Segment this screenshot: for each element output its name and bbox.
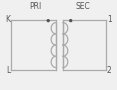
Text: 1: 1: [107, 15, 112, 24]
Circle shape: [70, 20, 72, 22]
Text: K: K: [6, 15, 11, 24]
Text: SEC: SEC: [75, 2, 90, 11]
Text: PRI: PRI: [29, 2, 42, 11]
Text: L: L: [6, 66, 11, 75]
Text: 2: 2: [107, 66, 112, 75]
Circle shape: [47, 20, 49, 22]
